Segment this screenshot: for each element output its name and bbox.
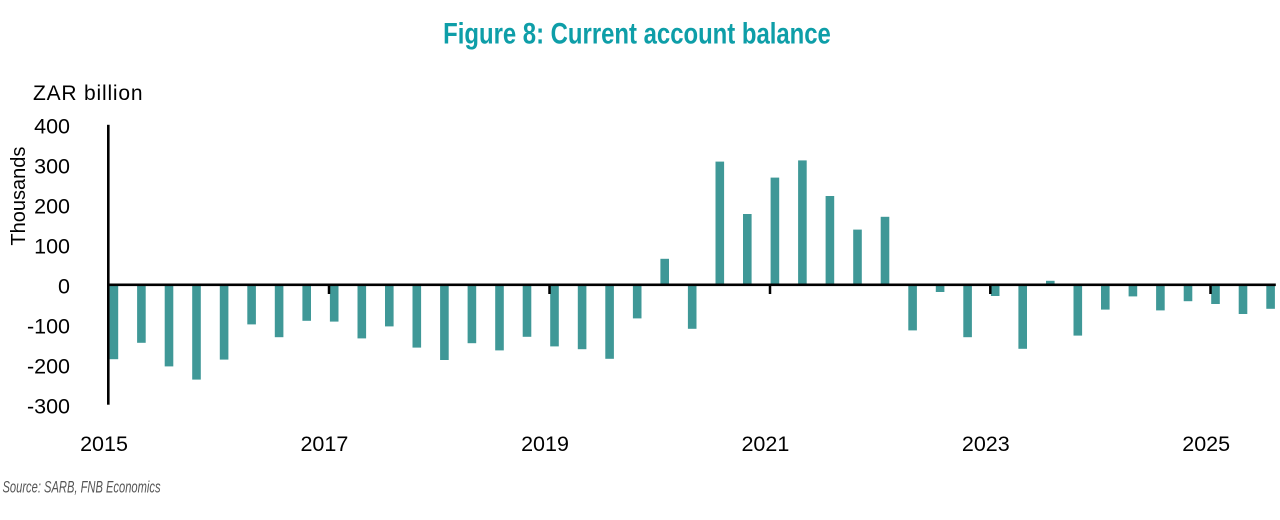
svg-text:2019: 2019 [521, 432, 569, 456]
svg-text:Source: SARB, FNB Economics: Source: SARB, FNB Economics [3, 477, 161, 496]
svg-text:0: 0 [58, 275, 70, 299]
svg-text:Thousands: Thousands [8, 147, 30, 246]
svg-text:400: 400 [34, 115, 70, 139]
svg-text:ZAR billion: ZAR billion [33, 82, 143, 105]
svg-text:2023: 2023 [962, 432, 1010, 456]
svg-text:Figure 8: Current account bala: Figure 8: Current account balance [443, 16, 831, 50]
svg-text:2017: 2017 [300, 432, 348, 456]
svg-text:100: 100 [34, 235, 70, 259]
svg-text:300: 300 [34, 155, 70, 179]
svg-text:-100: -100 [27, 315, 70, 339]
svg-text:-200: -200 [27, 355, 70, 379]
svg-text:2021: 2021 [741, 432, 789, 456]
svg-text:2025: 2025 [1182, 432, 1230, 456]
svg-text:2015: 2015 [80, 432, 128, 456]
svg-text:-300: -300 [27, 395, 70, 419]
svg-text:200: 200 [34, 195, 70, 219]
